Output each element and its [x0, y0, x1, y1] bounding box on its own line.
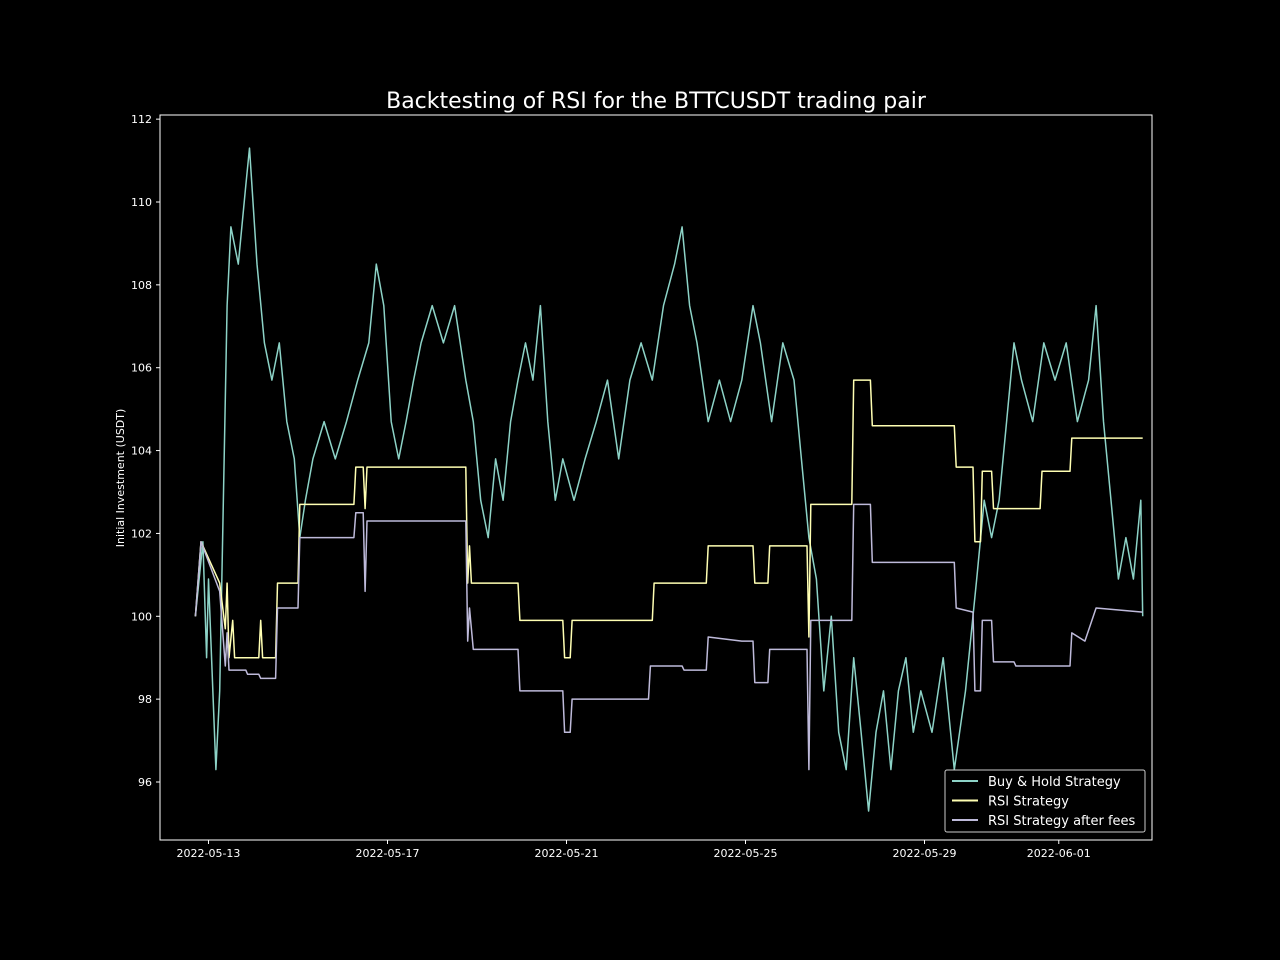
y-tick-label: 104	[131, 445, 152, 458]
series-line-2	[194, 379, 1143, 659]
plot-frame	[159, 114, 1153, 841]
y-tick-label: 96	[138, 776, 152, 789]
y-tick-label: 98	[138, 693, 152, 706]
plot-lines	[194, 147, 1144, 812]
x-tick-label: 2022-06-01	[1027, 847, 1091, 860]
y-tick-label: 106	[131, 362, 152, 375]
chart-title: Backtesting of RSI for the BTTCUSDT trad…	[386, 89, 927, 114]
x-axis: 2022-05-13 2022-05-17 2022-05-21 2022-05-25…	[177, 840, 1091, 860]
legend-label: RSI Strategy after fees	[988, 814, 1136, 829]
y-tick-label: 112	[131, 113, 152, 126]
legend-label: RSI Strategy	[988, 795, 1069, 810]
legend: Buy & Hold Strategy RSI Strategy RSI Strat…	[944, 769, 1146, 833]
legend-label: Buy & Hold Strategy	[988, 775, 1121, 790]
legend-box	[944, 769, 1146, 833]
x-tick-label: 2022-05-25	[714, 847, 778, 860]
y-tick-label: 108	[131, 279, 152, 292]
x-tick-label: 2022-05-17	[356, 847, 420, 860]
y-tick-label: 102	[131, 527, 152, 540]
x-tick-label: 2022-05-29	[893, 847, 957, 860]
series-line-3	[194, 503, 1143, 771]
y-axis: 96 98 100 102 104 106 108 110 112	[131, 113, 160, 789]
series-line-1	[194, 147, 1144, 812]
x-tick-label: 2022-05-21	[535, 847, 599, 860]
y-tick-label: 110	[131, 196, 152, 209]
y-tick-label: 100	[131, 610, 152, 623]
y-axis-label: Initial Investment (USDT)	[114, 409, 127, 548]
x-tick-label: 2022-05-13	[177, 847, 241, 860]
